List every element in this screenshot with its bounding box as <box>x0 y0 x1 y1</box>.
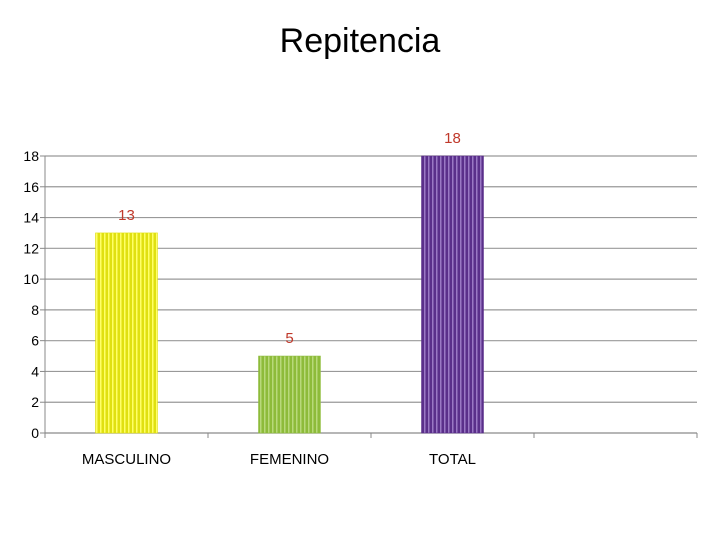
data-label: 18 <box>444 130 461 147</box>
y-tick-label: 2 <box>31 394 39 410</box>
y-tick-label: 4 <box>31 363 39 379</box>
y-tick-label: 6 <box>31 333 39 349</box>
labels: 13 MASCULINO 5 FEMENINO 18 TOTAL <box>82 130 476 468</box>
data-label: 13 <box>118 207 135 224</box>
category-label: MASCULINO <box>82 451 171 468</box>
y-tick-label: 18 <box>23 148 39 164</box>
bar-masculino <box>95 232 158 434</box>
y-tick-label: 16 <box>23 179 39 195</box>
axes: 0 2 4 6 8 10 12 14 16 18 <box>23 148 698 441</box>
bar-femenino <box>258 355 321 434</box>
y-tick-label: 8 <box>31 302 39 318</box>
y-tick-label: 14 <box>23 210 39 226</box>
data-label: 5 <box>285 330 293 347</box>
bar-total <box>421 155 484 434</box>
chart-title: Repitencia <box>279 22 441 60</box>
bars <box>95 155 484 434</box>
y-tick-label: 0 <box>31 425 39 441</box>
category-label: FEMENINO <box>250 451 329 468</box>
y-tick-label: 12 <box>23 240 39 256</box>
category-label: TOTAL <box>429 451 476 468</box>
y-tick-label: 10 <box>23 271 39 287</box>
